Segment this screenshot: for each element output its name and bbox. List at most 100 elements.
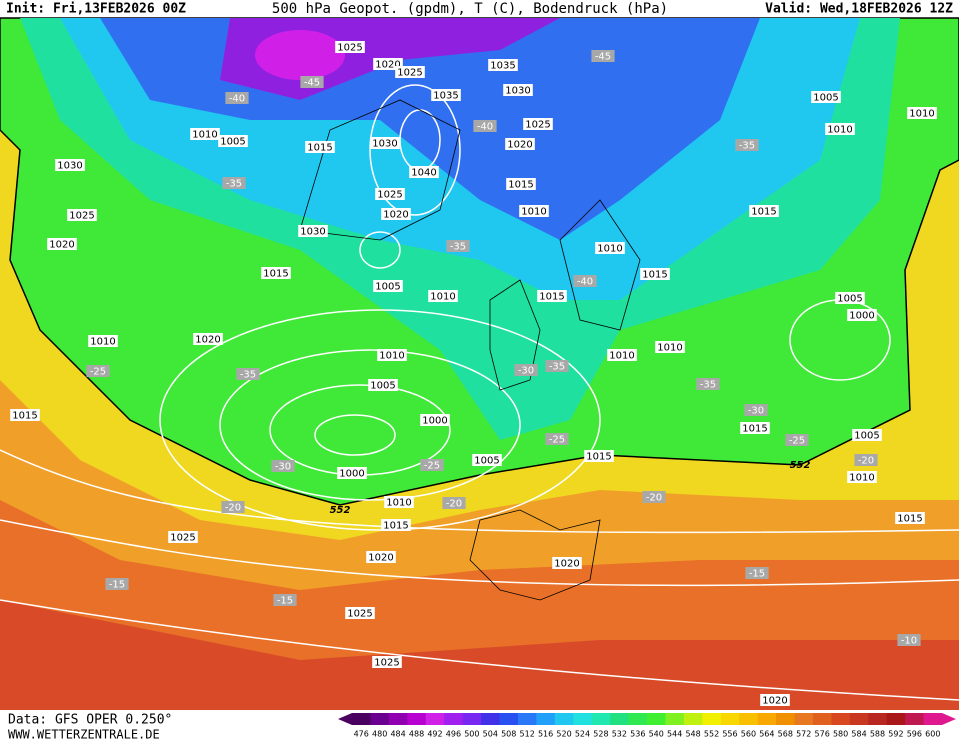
isobar-label: 1010 <box>657 343 682 354</box>
isobar-label: 1020 <box>383 210 408 221</box>
temperature-label-box <box>473 120 497 132</box>
temperature-label: -30 <box>518 366 534 377</box>
isobar-label-box <box>47 238 77 250</box>
isobar-label-box <box>193 333 223 345</box>
temperature-label-box <box>785 434 809 446</box>
isobar-label: 1015 <box>642 270 667 281</box>
isobar-label: 1005 <box>375 282 400 293</box>
temperature-label: -40 <box>477 122 493 133</box>
colorbar-label: 564 <box>759 730 774 739</box>
isobar-label: 1025 <box>377 190 402 201</box>
isobar-label: 1020 <box>554 559 579 570</box>
isobar-label: 1025 <box>525 120 550 131</box>
isobar-label: 1005 <box>370 381 395 392</box>
isobar-label-box <box>190 128 220 140</box>
isobar-label-box <box>847 309 877 321</box>
isobar-label: 1015 <box>383 521 408 532</box>
isobar-label: 1020 <box>507 140 532 151</box>
colorbar-label: 584 <box>851 730 866 739</box>
colorbar-cell <box>499 713 519 725</box>
colorbar-label: 560 <box>741 730 756 739</box>
temperature-label-box <box>300 76 324 88</box>
isobar-label-box <box>375 188 405 200</box>
temperature-label: -35 <box>549 362 565 373</box>
temperature-label: -20 <box>858 456 874 467</box>
isobar-label: 1015 <box>586 452 611 463</box>
temperature-label-box <box>514 364 538 376</box>
isobar-label-box <box>537 290 567 302</box>
colorbar-cell <box>905 713 925 725</box>
colorbar-label: 536 <box>630 730 645 739</box>
isobar-label: 1010 <box>430 292 455 303</box>
isobar-label: 1000 <box>422 416 447 427</box>
temperature-label-box <box>273 594 297 606</box>
isobar-label-box <box>552 557 582 569</box>
isobar-label: 1015 <box>263 269 288 280</box>
isobar-label-box <box>852 429 882 441</box>
colorbar-cell <box>665 713 685 725</box>
colorbar-cell <box>591 713 611 725</box>
map-title: 500 hPa Geopot. (gpdm), T (C), Bodendruc… <box>272 1 668 17</box>
temperature-label: -45 <box>304 78 320 89</box>
isobar-label-box <box>305 141 335 153</box>
isobar-label: 1030 <box>372 139 397 150</box>
colorbar-label: 508 <box>501 730 516 739</box>
isobar-label-box <box>907 107 937 119</box>
colorbar-label: 596 <box>907 730 922 739</box>
isobar-label: 1020 <box>762 696 787 707</box>
colorbar-label: 532 <box>612 730 627 739</box>
isobar-label: 1020 <box>49 240 74 251</box>
colorbar-cell <box>573 713 593 725</box>
colorbar-label: 600 <box>925 730 940 739</box>
colorbar-label: 572 <box>796 730 811 739</box>
temperature-label: -45 <box>595 52 611 63</box>
isobar-label-box <box>420 414 450 426</box>
isobar-label-box <box>345 607 375 619</box>
isobar-label-box <box>655 341 685 353</box>
temperature-label-box <box>735 139 759 151</box>
isobar-label: 1020 <box>195 335 220 346</box>
isobar-label: 1030 <box>505 86 530 97</box>
colorbar-cell <box>462 713 482 725</box>
colorbar-label: 540 <box>649 730 664 739</box>
temperature-label-box <box>545 433 569 445</box>
colorbar-label: 552 <box>704 730 719 739</box>
isobar-label-box <box>584 450 614 462</box>
temperature-label: -35 <box>240 370 256 381</box>
colorbar-cell <box>407 713 427 725</box>
temperature-label-box <box>642 491 666 503</box>
isobar-label-box <box>811 91 841 103</box>
isobar-label: 1025 <box>337 43 362 54</box>
colorbar-label: 548 <box>685 730 700 739</box>
isobar-label: 1025 <box>69 211 94 222</box>
isobar-label-box <box>88 335 118 347</box>
colorbar-cell <box>794 713 814 725</box>
colorbar-cell <box>702 713 722 725</box>
isobar-label: 1030 <box>300 227 325 238</box>
colorbar-label: 528 <box>593 730 608 739</box>
colorbar-label: 500 <box>464 730 479 739</box>
field-magenta <box>255 30 345 80</box>
colorbar-cell <box>757 713 777 725</box>
colorbar-cell <box>812 713 832 725</box>
isobar-label-box <box>488 59 518 71</box>
temperature-label-box <box>545 360 569 372</box>
isobar-label-box <box>760 694 790 706</box>
temperature-label: -20 <box>446 499 462 510</box>
isobar-label: 1005 <box>220 137 245 148</box>
colorbar-label: 580 <box>833 730 848 739</box>
isobar-label: 1015 <box>12 411 37 422</box>
colorbar-arrow-right <box>942 713 956 725</box>
isobar-label: 1020 <box>368 553 393 564</box>
colorbar-cell <box>554 713 574 725</box>
colorbar-label: 524 <box>575 730 590 739</box>
colorbar-cell <box>444 713 464 725</box>
isobar-label-box <box>895 512 925 524</box>
temperature-label-box <box>745 567 769 579</box>
colorbar-cell <box>886 713 906 725</box>
isobar-label-box <box>377 349 407 361</box>
colorbar-label: 484 <box>390 730 405 739</box>
isobar-label: 1025 <box>374 658 399 669</box>
temperature-label: -40 <box>229 94 245 105</box>
isobar-label-box <box>740 422 770 434</box>
